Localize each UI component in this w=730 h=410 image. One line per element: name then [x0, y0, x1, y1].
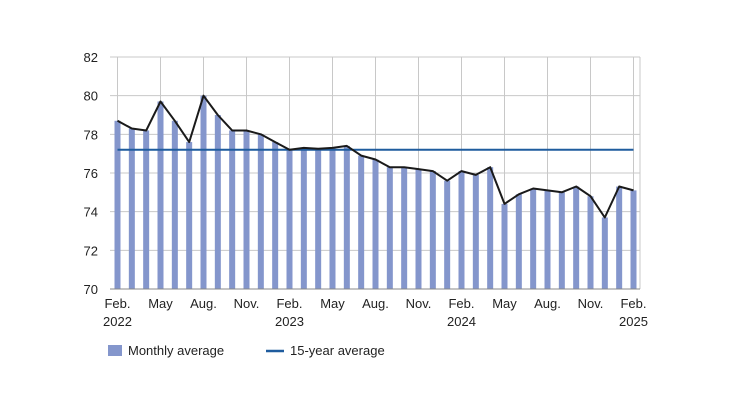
x-tick-label: May	[492, 296, 517, 311]
bar	[515, 194, 522, 289]
x-tick-label: Feb.	[276, 296, 302, 311]
bar	[128, 128, 135, 289]
bar	[372, 159, 379, 289]
bar	[558, 192, 565, 289]
bar	[257, 134, 264, 289]
bar	[229, 130, 236, 289]
x-tick-label: Feb.	[448, 296, 474, 311]
x-tick-label: Feb.	[620, 296, 646, 311]
x-tick-label: May	[320, 296, 345, 311]
bar	[401, 167, 408, 289]
bar	[616, 186, 623, 289]
bar	[487, 167, 494, 289]
x-tick-label: Nov.	[578, 296, 604, 311]
bar	[458, 171, 465, 289]
bar	[143, 130, 150, 289]
y-tick-label: 72	[84, 243, 98, 258]
x-tick-year-label: 2024	[447, 314, 476, 329]
legend-label-monthly: Monthly average	[128, 343, 224, 358]
bar	[286, 149, 293, 289]
bar	[501, 203, 508, 289]
bar	[530, 188, 537, 289]
legend-bar-swatch	[108, 345, 122, 356]
y-tick-label: 82	[84, 50, 98, 65]
x-tick-label: Aug.	[190, 296, 217, 311]
y-tick-label: 76	[84, 166, 98, 181]
bar	[343, 145, 350, 289]
bar	[444, 180, 451, 289]
bar	[171, 120, 178, 289]
x-tick-label: Feb.	[104, 296, 130, 311]
bar	[429, 171, 436, 289]
x-tick-year-label: 2023	[275, 314, 304, 329]
monthly-line-group	[117, 94, 634, 219]
bar	[630, 190, 637, 289]
x-tick-label: Aug.	[362, 296, 389, 311]
bar	[200, 95, 207, 290]
y-tick-label: 80	[84, 89, 98, 104]
bar	[243, 130, 250, 289]
bar	[601, 217, 608, 289]
y-tick-label: 78	[84, 127, 98, 142]
bar	[114, 120, 121, 289]
y-tick-label: 74	[84, 205, 98, 220]
x-tick-label: Aug.	[534, 296, 561, 311]
bar	[587, 196, 594, 289]
x-tick-label: Nov.	[234, 296, 260, 311]
x-tick-year-label: 2022	[103, 314, 132, 329]
monthly-average-line	[117, 94, 634, 219]
bar	[272, 142, 279, 289]
bar	[358, 155, 365, 289]
bar	[386, 167, 393, 289]
bar	[157, 101, 164, 289]
bar	[329, 147, 336, 289]
bar	[573, 186, 580, 289]
x-tick-label: Nov.	[406, 296, 432, 311]
bar	[315, 148, 322, 289]
axes: 70 72 74 76 78 80 82 Feb. 2022 May Aug. Nov. Feb. 202…	[84, 50, 648, 329]
legend: Monthly average 15-year average	[108, 343, 385, 358]
bar	[214, 115, 221, 289]
y-tick-label: 70	[84, 282, 98, 297]
bar	[415, 169, 422, 289]
bar	[186, 142, 193, 289]
bar	[544, 190, 551, 289]
legend-label-15yr: 15-year average	[290, 343, 385, 358]
x-tick-label: May	[148, 296, 173, 311]
bar	[472, 174, 479, 289]
x-tick-year-label: 2025	[619, 314, 648, 329]
bar	[300, 147, 307, 289]
bars	[114, 95, 637, 290]
